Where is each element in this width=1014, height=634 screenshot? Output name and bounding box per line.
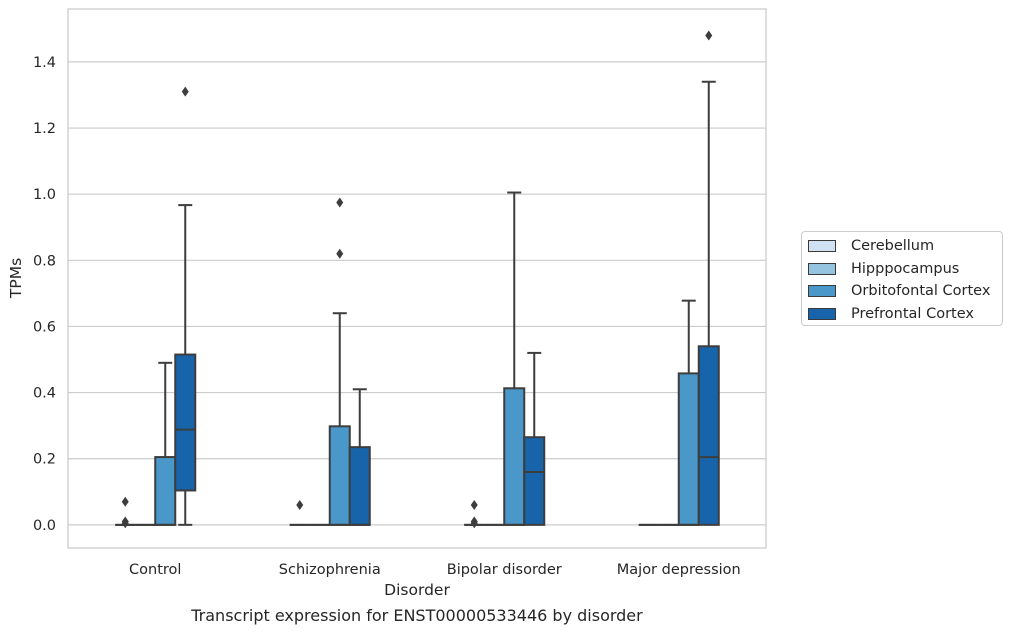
box-plot: [523, 351, 546, 526]
legend-item: Cerebellum: [808, 235, 1002, 258]
box-plot: [115, 496, 136, 529]
y-tick-label: 1.0: [33, 187, 56, 203]
x-tick-labels: Control Schizophrenia Bipolar disorder Majo…: [129, 562, 741, 578]
y-axis-label: TPMs: [7, 258, 25, 299]
legend-item: Hipppocampus: [808, 258, 1002, 281]
legend-label: Cerebellum: [851, 238, 935, 255]
box: [174, 353, 197, 492]
x-tick-label: Schizophrenia: [279, 562, 381, 578]
box-plot: [154, 361, 177, 526]
y-tick-label: 0.6: [33, 319, 56, 335]
outlier-point: [470, 500, 478, 511]
chart-caption: Transcript expression for ENST0000053344…: [191, 606, 643, 625]
box: [677, 372, 700, 526]
box-plot: [174, 86, 197, 526]
box-plot: [348, 388, 371, 526]
legend-item: Orbitofontal Cortex: [808, 280, 1002, 303]
box-plot: [289, 500, 310, 526]
y-tick-labels: 0.0 0.2 0.4 0.6 0.8 1.0 1.2 1.4: [33, 55, 56, 534]
legend-swatch: [808, 285, 836, 298]
outlier-point: [336, 197, 344, 208]
legend-swatch: [808, 262, 836, 275]
box: [348, 446, 371, 526]
y-tick-label: 0.4: [33, 386, 56, 402]
y-tick-label: 0.8: [33, 253, 56, 269]
box: [328, 425, 351, 526]
box-plot: [677, 299, 700, 526]
box: [697, 345, 720, 526]
outlier-point: [705, 30, 713, 41]
y-tick-label: 1.4: [33, 55, 56, 71]
outlier-point: [470, 518, 478, 529]
y-tick-label: 0.0: [33, 518, 56, 534]
box-plot: [503, 191, 526, 526]
legend-swatch: [808, 308, 836, 321]
plot-frame: [67, 8, 767, 549]
box-plot: [464, 500, 485, 529]
outlier-point: [121, 496, 129, 507]
x-tick-label: Bipolar disorder: [447, 562, 562, 578]
box-plot: [697, 30, 720, 526]
x-tick-label: Control: [129, 562, 181, 578]
x-axis-label: Disorder: [384, 581, 450, 599]
legend-item: Prefrontal Cortex: [808, 303, 1002, 326]
box-layer: [115, 30, 720, 529]
legend-label: Orbitofontal Cortex: [851, 283, 991, 300]
outlier-point: [181, 86, 189, 97]
legend-label: Prefrontal Cortex: [851, 306, 974, 323]
box-plot: [328, 197, 351, 526]
legend-label: Hipppocampus: [851, 260, 960, 277]
x-tick-label: Major depression: [617, 562, 741, 578]
outlier-point: [336, 248, 344, 259]
outlier-point: [296, 500, 304, 511]
legend: Cerebellum Hipppocampus Orbitofontal Corte…: [801, 231, 1003, 326]
outlier-point: [121, 518, 129, 529]
y-tick-label: 1.2: [33, 121, 56, 137]
box: [503, 387, 526, 526]
box: [154, 456, 177, 526]
y-tick-label: 0.2: [33, 452, 56, 468]
legend-swatch: [808, 240, 836, 253]
box: [523, 436, 546, 526]
grid-lines: [68, 61, 766, 526]
